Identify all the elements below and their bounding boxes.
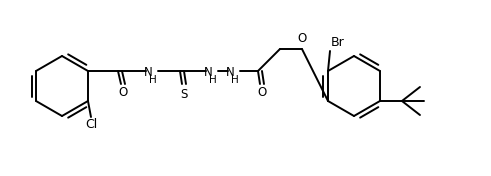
Text: Br: Br xyxy=(331,36,345,49)
Text: O: O xyxy=(257,86,267,99)
Text: O: O xyxy=(118,86,128,99)
Text: O: O xyxy=(298,33,306,46)
Text: H: H xyxy=(209,75,217,85)
Text: N: N xyxy=(143,67,152,80)
Text: S: S xyxy=(180,87,188,100)
Text: H: H xyxy=(231,75,239,85)
Text: Cl: Cl xyxy=(85,118,97,131)
Text: H: H xyxy=(149,75,157,85)
Text: N: N xyxy=(204,67,212,80)
Text: N: N xyxy=(225,67,234,80)
